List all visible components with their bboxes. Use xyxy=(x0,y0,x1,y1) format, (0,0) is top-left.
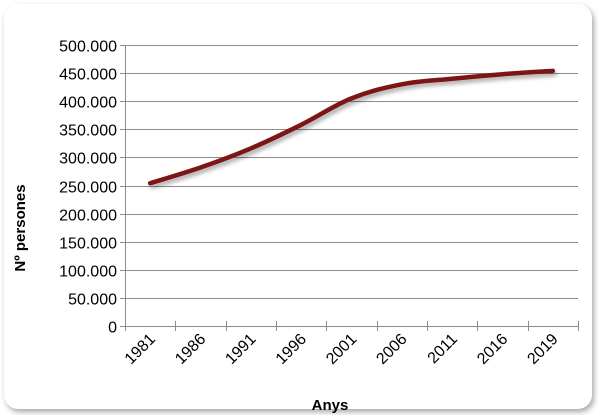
y-tick-label: 350.000 xyxy=(59,123,117,140)
data-point xyxy=(450,77,454,81)
y-tick-label: 50.000 xyxy=(68,292,117,309)
x-axis-title: Anys xyxy=(312,397,349,414)
y-tick-label: 400.000 xyxy=(59,95,117,112)
series xyxy=(147,68,556,186)
x-tick-label: 1986 xyxy=(172,331,209,368)
x-tick-label: 2011 xyxy=(425,331,461,367)
data-point xyxy=(501,72,505,76)
chart-frame xyxy=(4,4,592,409)
x-tick-label: 2019 xyxy=(524,331,561,368)
x-tick-labels: 1981 1986 1991 1996 2001 2006 2011 2016 2019 xyxy=(122,331,562,368)
series-line xyxy=(147,68,556,186)
y-tick-label: 0 xyxy=(108,320,117,337)
y-tick-label: 200.000 xyxy=(59,208,117,225)
y-axis-title: Nº persones xyxy=(12,184,29,271)
data-point xyxy=(199,166,203,170)
y-tick-label: 150.000 xyxy=(59,236,117,253)
y-tick-label: 500.000 xyxy=(59,39,117,56)
data-point xyxy=(350,96,354,100)
x-tick-label: 1981 xyxy=(122,331,159,368)
x-tick-label: 1996 xyxy=(273,331,310,368)
data-point xyxy=(249,146,253,150)
y-tick-label: 450.000 xyxy=(59,67,117,84)
y-tick-label: 100.000 xyxy=(59,264,117,281)
data-point xyxy=(299,123,303,127)
x-tick-label: 1991 xyxy=(222,331,259,368)
data-point xyxy=(551,69,555,73)
y-tick-label: 250.000 xyxy=(59,180,117,197)
x-tick-label: 2016 xyxy=(474,331,511,368)
y-tick-label: 300.000 xyxy=(59,151,117,168)
x-tick-label: 2006 xyxy=(373,331,410,368)
grid-lines xyxy=(125,45,578,299)
data-point xyxy=(400,82,404,86)
y-tick-labels: 0 50.000 100.000 150.000 200.000 250.000 300.0… xyxy=(59,39,117,337)
x-tick-label: 2001 xyxy=(323,331,360,368)
axes xyxy=(120,45,579,331)
data-point xyxy=(148,181,152,185)
